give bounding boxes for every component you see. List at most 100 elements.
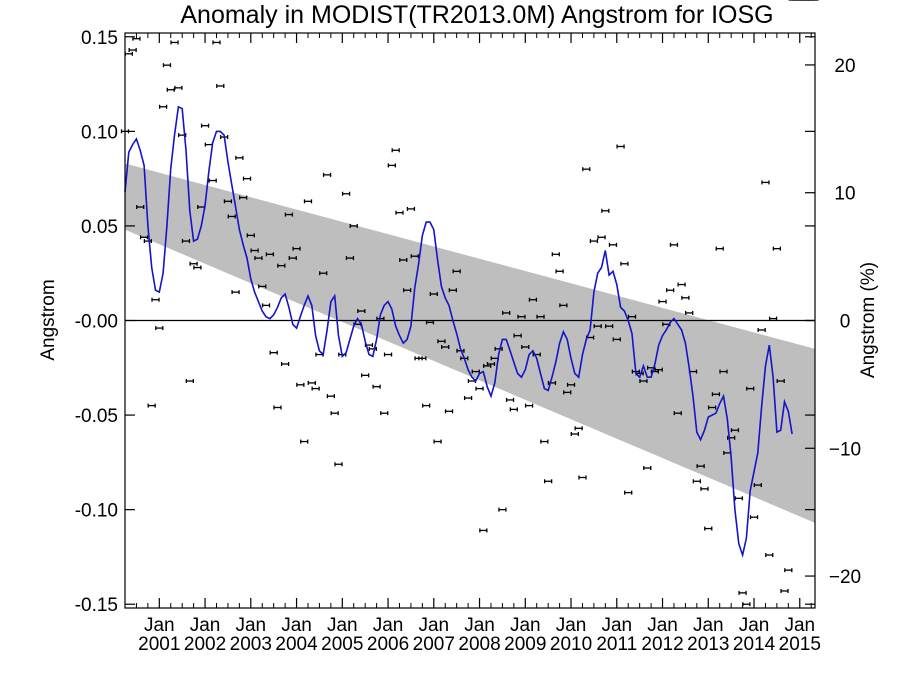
x-tick-label-month: Jan (144, 615, 175, 636)
data-point (658, 299, 667, 304)
y-right-tick-label: 0 (840, 312, 851, 333)
x-tick-label-year: 2010 (550, 634, 592, 655)
y-tick-label: 0.10 (81, 122, 118, 143)
data-point (387, 163, 396, 168)
data-point (589, 239, 599, 244)
data-point (319, 271, 328, 276)
y-tick-label: -0.10 (75, 501, 118, 522)
data-point (677, 282, 686, 287)
data-point (158, 104, 168, 109)
x-tick-label-month: Jan (418, 615, 449, 636)
x-tick-label-month: Jan (556, 615, 587, 636)
y-tick-label: -0.05 (75, 406, 118, 427)
data-point (448, 288, 458, 293)
data-point (784, 568, 793, 573)
data-point (627, 314, 637, 319)
data-point (269, 350, 278, 355)
data-point (425, 320, 435, 325)
data-point (765, 553, 774, 558)
data-point (128, 48, 137, 53)
data-point (372, 384, 381, 389)
data-point (521, 344, 530, 349)
data-point (273, 405, 282, 410)
data-point (604, 324, 614, 329)
data-point (479, 528, 488, 533)
data-point (700, 486, 709, 491)
x-tick-label-year: 2011 (596, 634, 637, 655)
data-point (707, 405, 717, 410)
data-point (391, 148, 400, 153)
data-point (410, 254, 419, 259)
y-right-tick-label: −20 (829, 567, 861, 588)
data-point (780, 588, 789, 593)
data-point (330, 411, 339, 416)
y-tick-label: -0.00 (75, 312, 118, 333)
x-tick-label-year: 2003 (230, 634, 272, 655)
data-point (345, 256, 355, 261)
data-point (155, 326, 164, 331)
data-point (280, 362, 290, 367)
data-point (422, 403, 431, 408)
data-point (757, 327, 766, 332)
data-point (227, 214, 236, 219)
data-point (772, 246, 782, 251)
data-point (753, 483, 762, 488)
x-tick-label-year: 2009 (504, 634, 546, 655)
data-point (719, 369, 728, 374)
data-point (383, 352, 393, 357)
x-tick-label-month: Jan (784, 615, 815, 636)
data-point (711, 392, 721, 397)
data-point (666, 288, 675, 293)
data-point (361, 373, 370, 378)
data-point (639, 379, 648, 384)
data-point (620, 261, 629, 266)
x-tick-label-month: Jan (693, 615, 724, 636)
data-point (749, 515, 759, 520)
data-point (326, 394, 336, 399)
y-right-tick-label: 20 (834, 56, 855, 77)
data-point (692, 479, 701, 484)
data-point (544, 479, 553, 484)
data-point (296, 382, 305, 387)
data-point (643, 466, 652, 471)
data-point (212, 40, 221, 45)
data-point (746, 386, 755, 391)
x-tick-label-year: 2008 (458, 634, 500, 655)
data-point (151, 297, 160, 302)
data-point (380, 411, 389, 416)
data-point (136, 205, 145, 210)
data-point (254, 256, 263, 261)
data-point (669, 242, 679, 247)
data-point (742, 602, 751, 607)
data-point (406, 206, 416, 211)
data-point (216, 83, 225, 88)
data-point (768, 316, 778, 321)
data-point (204, 142, 214, 147)
data-point (612, 337, 621, 342)
data-point (292, 246, 301, 251)
data-point (174, 85, 183, 90)
data-point (555, 269, 564, 274)
data-point (239, 195, 248, 200)
data-point (486, 362, 496, 367)
data-point (597, 235, 606, 240)
data-point (696, 464, 705, 469)
data-point (494, 346, 503, 351)
x-tick-label-year: 2012 (641, 634, 683, 655)
data-point (776, 379, 785, 384)
data-point (715, 246, 724, 251)
data-point (528, 297, 538, 302)
data-point (399, 257, 408, 262)
chart-title: Anomaly in MODIST(TR2013.0M) Angstrom fo… (180, 1, 773, 29)
data-point (734, 496, 743, 501)
data-point (704, 526, 713, 531)
x-tick-label-month: Jan (464, 615, 495, 636)
data-point (307, 380, 316, 385)
data-point (261, 303, 271, 308)
y-right-tick-label: 10 (834, 184, 855, 205)
data-point (433, 439, 442, 444)
data-point (162, 63, 172, 68)
data-point (444, 409, 454, 414)
data-point (200, 123, 210, 128)
data-point (208, 178, 217, 183)
